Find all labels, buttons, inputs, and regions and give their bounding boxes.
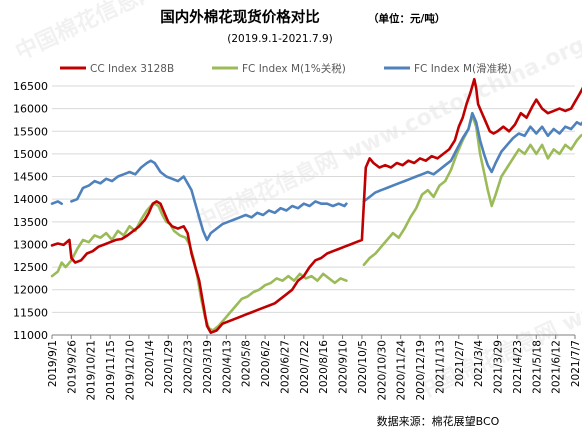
x-tick-label: 2019/10/21 xyxy=(86,340,98,401)
y-tick-label: 11500 xyxy=(13,306,48,319)
x-tick-label: 2019/11/15 xyxy=(105,340,117,401)
y-tick-label: 13500 xyxy=(13,216,48,229)
x-tick-label: 2020/6/27 xyxy=(279,340,291,394)
legend-label-1: FC Index M(1%关税) xyxy=(242,62,346,75)
x-tick-label: 2021/6/12 xyxy=(551,340,563,394)
y-tick-label: 12500 xyxy=(13,261,48,274)
x-axis: 2019/9/1 2019/9/26 2019/10/21 2019/11/15 201… xyxy=(47,334,582,401)
x-tick-label: 2020/3/19 xyxy=(202,340,214,394)
x-tick-label: 2021/4/23 xyxy=(512,340,524,394)
x-tick-label: 2020/10/30 xyxy=(376,340,388,401)
y-tick-label: 14500 xyxy=(13,171,48,184)
x-tick-label: 2020/6/2 xyxy=(260,340,272,387)
y-tick-label: 15000 xyxy=(13,148,48,161)
x-tick-label: 2020/12/19 xyxy=(415,340,427,401)
plot-area xyxy=(50,77,582,334)
series-line-0-segment-0 xyxy=(50,77,582,334)
y-tick-label: 15500 xyxy=(13,125,48,138)
x-tick-label: 2019/9/26 xyxy=(66,340,78,394)
x-tick-label: 2020/2/23 xyxy=(183,340,195,394)
y-tick-label: 14000 xyxy=(13,193,48,206)
x-tick-label: 2020/1/4 xyxy=(144,340,156,387)
y-axis: 11000 11500 12000 12500 13000 13500 14000 14500… xyxy=(13,80,48,342)
series-line-2-segment-2 xyxy=(362,111,582,203)
x-tick-label: 2021/7/7 xyxy=(570,340,582,387)
x-tick-label: 2020/8/16 xyxy=(318,340,330,394)
series-line-2-segment-0 xyxy=(50,200,63,205)
x-tick-label: 2020/1/29 xyxy=(163,340,175,394)
y-tick-label: 16500 xyxy=(13,80,48,93)
x-tick-label: 2020/7/22 xyxy=(299,340,311,394)
x-tick-label: 2021/2/7 xyxy=(454,340,466,387)
x-tick-label: 2019/12/10 xyxy=(124,340,136,401)
legend: CC Index 3128B FC Index M(1%关税) FC Index M… xyxy=(60,62,512,75)
chart-title: 国内外棉花现货价格对比 xyxy=(160,8,320,26)
x-tick-label: 2020/4/13 xyxy=(221,340,233,394)
data-source: 数据来源：棉花展望BCO xyxy=(377,414,500,428)
x-tick-label: 2021/5/18 xyxy=(531,340,543,394)
x-tick-label: 2020/10/5 xyxy=(357,340,369,394)
y-tick-label: 12000 xyxy=(13,284,48,297)
watermark-text-1: 中国棉花信息网 www.cottonchina.org.cn xyxy=(192,16,582,235)
x-tick-label: 2021/3/4 xyxy=(473,340,485,387)
x-tick-label: 2021/3/29 xyxy=(493,340,505,394)
legend-label-2: FC Index M(滑准税) xyxy=(414,62,512,75)
y-tick-label: 13000 xyxy=(13,238,48,251)
series-line-1-segment-1 xyxy=(362,114,582,267)
legend-label-0: CC Index 3128B xyxy=(90,63,174,75)
x-tick-label: 2020/5/8 xyxy=(241,340,253,387)
series-line-2-segment-1 xyxy=(70,159,348,242)
y-tick-label: 16000 xyxy=(13,103,48,116)
x-tick-label: 2021/1/13 xyxy=(434,340,446,394)
x-tick-label: 2020/9/10 xyxy=(338,340,350,394)
y-tick-label: 11000 xyxy=(13,329,48,342)
chart-subtitle: (2019.9.1-2021.7.9) xyxy=(227,33,333,45)
chart-unit: （单位：元/吨） xyxy=(368,12,445,25)
x-tick-label: 2019/9/1 xyxy=(47,340,59,387)
y-gridlines xyxy=(52,85,575,336)
x-tick-label: 2020/11/24 xyxy=(396,340,408,401)
